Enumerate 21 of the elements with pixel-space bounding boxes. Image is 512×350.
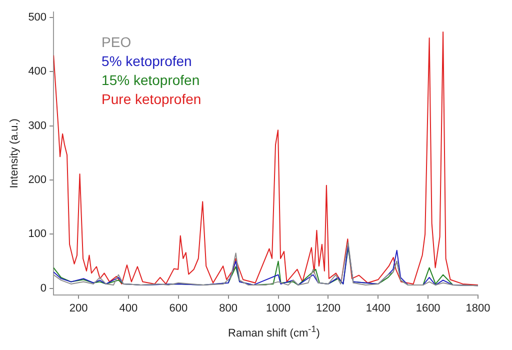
y-tick-label: 200	[28, 174, 47, 186]
text: Pure ketoprofen	[102, 90, 202, 107]
x-tick-label: 1000	[266, 302, 290, 314]
x-tick-label: 1800	[466, 302, 490, 314]
y-tick-label: 0	[40, 282, 47, 294]
y-tick-label: 500	[28, 11, 47, 24]
text: 15% ketoprofen	[102, 72, 200, 88]
x-tick-label: 1600	[416, 302, 440, 314]
x-tick-label: 200	[69, 302, 88, 314]
x-tick-label: 1200	[316, 302, 340, 314]
x-tick-label: 1400	[366, 302, 390, 314]
x-axis-title: Raman shift (cm$^{-1}$)	[227, 324, 321, 340]
y-axis-title: Intensity (a.u.)	[8, 118, 21, 188]
x-tick-label: 400	[119, 302, 138, 314]
x-tick-label: 800	[219, 302, 238, 314]
text: 5% ketoprofen	[102, 52, 192, 69]
y-tick-label: 300	[28, 120, 47, 132]
x-tick-label: 600	[169, 302, 188, 314]
y-tick-label: 400	[28, 66, 47, 78]
y-tick-label: 100	[28, 228, 47, 240]
text: PEO	[102, 34, 132, 50]
